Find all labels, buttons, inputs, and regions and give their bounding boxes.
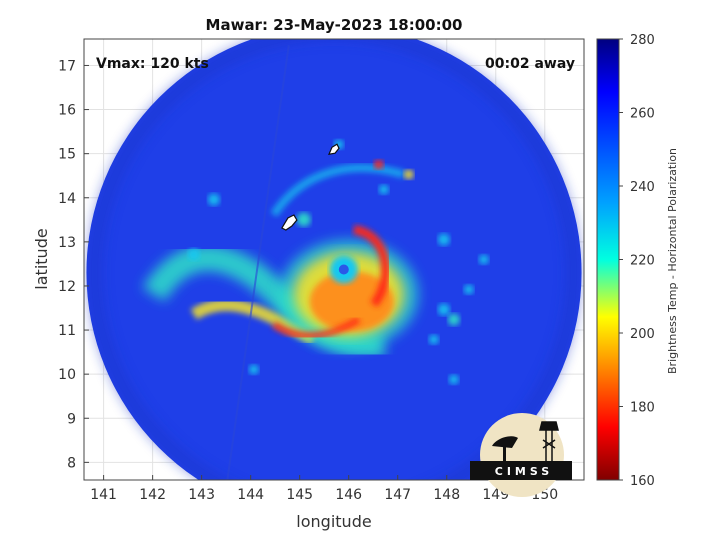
swath-features <box>87 39 581 480</box>
x-tick-label: 144 <box>237 487 264 503</box>
convective-cell <box>296 212 311 227</box>
y-tick-label: 10 <box>58 367 76 383</box>
y-tick-label: 17 <box>58 58 76 74</box>
x-tick-label: 143 <box>188 487 215 503</box>
y-tick-label: 12 <box>58 279 76 295</box>
vmax-label: Vmax: 120 kts <box>96 56 209 72</box>
x-axis-label: longitude <box>296 512 371 531</box>
logo-tower-icon <box>539 421 559 462</box>
x-tick-label: 147 <box>384 487 411 503</box>
x-tick-label: 145 <box>286 487 313 503</box>
convective-cell <box>447 313 460 326</box>
y-tick-label: 13 <box>58 235 76 251</box>
colorbar-tick-label: 280 <box>630 33 655 48</box>
core-orange <box>309 271 394 332</box>
convective-cell <box>463 284 474 295</box>
time-offset-label: 00:02 away <box>485 56 575 72</box>
convective-cell <box>448 374 459 385</box>
colorbar-tick-label: 160 <box>630 474 655 489</box>
plot-area: 141 142 143 144 145 146 147 148 149 150 891011121… <box>58 38 585 503</box>
y-tick-label: 14 <box>58 191 76 207</box>
guam-outline <box>281 214 298 231</box>
logo-dish-stand <box>503 446 506 462</box>
eye-center <box>338 264 349 275</box>
x-tick-label: 146 <box>335 487 362 503</box>
convective-cell <box>248 364 259 375</box>
colorbar: 160 180 200 220 240 260 280 Brightness Temp - … <box>596 33 679 489</box>
convective-cell <box>437 303 450 316</box>
colorbar-gradient <box>596 38 620 481</box>
logo-dish-icon <box>492 436 518 448</box>
x-tick-label: 148 <box>433 487 460 503</box>
plot-frame <box>83 38 585 481</box>
chart-title: Mawar: 23-May-2023 18:00:00 <box>206 16 463 34</box>
saipan-outline <box>328 143 340 156</box>
colorbar-tick-label: 220 <box>630 254 655 269</box>
x-tick-label: 141 <box>90 487 117 503</box>
microwave-swath <box>86 39 582 480</box>
outer-ring <box>87 39 581 480</box>
colorbar-ticks: 160 180 200 220 240 260 280 <box>619 33 655 489</box>
convective-cell <box>478 254 489 265</box>
y-axis-ticks: 8 9 10 11 12 13 14 15 16 17 <box>58 58 89 471</box>
y-tick-label: 9 <box>67 411 76 427</box>
convective-cell <box>403 169 414 180</box>
eyewall-north <box>352 225 390 308</box>
y-tick-label: 11 <box>58 323 76 339</box>
y-axis-label: latitude <box>32 228 51 289</box>
y-tick-label: 16 <box>58 103 76 119</box>
x-tick-label: 142 <box>139 487 166 503</box>
colorbar-tick-label: 180 <box>630 401 655 416</box>
brightness-temp-field <box>86 39 582 480</box>
colorbar-tick-label: 260 <box>630 107 655 122</box>
island-outlines <box>281 143 340 231</box>
rainband-north <box>270 164 405 217</box>
convective-cell <box>207 193 220 206</box>
convective-cell <box>378 184 389 195</box>
eyewall-south <box>271 316 361 340</box>
swath-seam <box>226 45 290 480</box>
convective-cell <box>373 159 384 170</box>
convective-cell <box>428 334 439 345</box>
colorbar-tick-label: 240 <box>630 180 655 195</box>
cimss-logo: CIMSS <box>470 413 572 497</box>
y-tick-label: 15 <box>58 147 76 163</box>
convective-cell <box>437 233 450 246</box>
colorbar-label: Brightness Temp - Horizontal Polarizatio… <box>666 148 679 374</box>
logo-banner <box>470 461 572 480</box>
colorbar-tick-label: 200 <box>630 327 655 342</box>
convective-cell <box>187 248 200 261</box>
y-tick-label: 8 <box>67 455 76 471</box>
logo-text: CIMSS <box>495 465 553 478</box>
